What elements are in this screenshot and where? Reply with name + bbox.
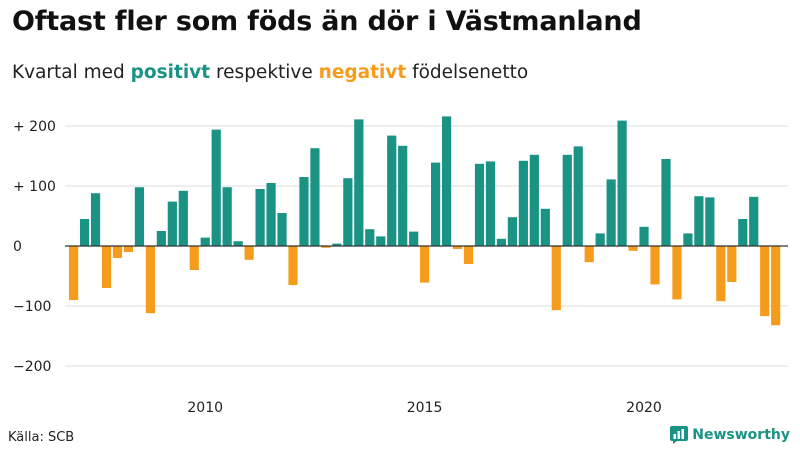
bar-negative <box>321 246 331 248</box>
bar-positive <box>749 196 759 246</box>
bar-positive <box>595 233 605 246</box>
y-tick-label: −100 <box>13 299 51 315</box>
bar-positive <box>222 187 232 246</box>
bar-negative <box>584 246 594 263</box>
page-title: Oftast fler som föds än dör i Västmanlan… <box>12 6 642 37</box>
bar-negative <box>189 246 199 270</box>
bar-positive <box>496 238 507 246</box>
bar-positive <box>134 187 145 246</box>
bar-negative <box>112 246 123 258</box>
bar-positive <box>79 219 90 246</box>
bar-positive <box>211 129 221 246</box>
bar-positive <box>474 163 485 246</box>
bar-positive <box>266 183 276 246</box>
bar-negative <box>123 246 134 252</box>
bar-positive <box>354 119 364 246</box>
bar-positive <box>343 178 353 246</box>
bar-positive <box>310 148 320 246</box>
bar-negative <box>288 246 298 285</box>
bar-negative <box>101 246 112 288</box>
bar-positive <box>705 197 715 246</box>
bar-positive <box>387 135 397 246</box>
bar-positive <box>156 231 166 246</box>
bar-positive <box>332 243 342 246</box>
bar-positive <box>376 236 386 246</box>
y-tick-label: 0 <box>13 239 22 255</box>
bar-negative <box>145 246 155 314</box>
y-tick-label: + 200 <box>13 119 56 135</box>
bar-negative <box>452 246 463 249</box>
bar-negative <box>244 246 254 260</box>
bar-positive <box>694 196 704 246</box>
x-tick-label: 2020 <box>626 400 662 416</box>
y-tick-label: + 100 <box>13 179 56 195</box>
bar-positive <box>299 177 309 246</box>
bar-positive <box>639 226 649 246</box>
subtitle-positive: positivt <box>130 62 211 83</box>
bar-positive <box>167 201 177 246</box>
bar-negative <box>672 246 682 300</box>
bar-positive <box>365 229 375 246</box>
subtitle-post: födelsenetto <box>412 62 529 83</box>
bar-negative <box>771 246 781 326</box>
bar-negative <box>650 246 660 285</box>
bar-positive <box>200 237 210 246</box>
subtitle-pre: Kvartal med <box>12 62 125 83</box>
page-subtitle: Kvartal med positivt respektive negativt… <box>12 62 528 83</box>
bar-positive <box>409 231 419 246</box>
subtitle-mid: respektive <box>215 62 313 83</box>
bar-positive <box>540 208 550 246</box>
bar-negative <box>760 246 770 317</box>
bar-positive <box>617 120 627 246</box>
y-tick-label: −200 <box>13 359 51 375</box>
bar-negative <box>69 246 79 300</box>
bar-negative <box>551 246 561 311</box>
bar-positive <box>573 146 583 246</box>
bar-negative <box>716 246 726 302</box>
bar-positive <box>661 159 671 246</box>
bar-positive <box>398 145 408 246</box>
bar-positive <box>255 189 265 246</box>
bar-positive <box>441 116 452 247</box>
x-tick-label: 2010 <box>187 400 223 416</box>
bar-positive <box>233 241 243 246</box>
brand-name: Newsworthy <box>692 427 790 443</box>
bar-positive <box>485 161 496 246</box>
bar-positive <box>518 160 528 246</box>
bar-positive <box>683 233 693 246</box>
bar-negative <box>420 246 430 283</box>
bar-negative <box>463 246 474 264</box>
subtitle-negative: negativt <box>318 62 407 83</box>
bar-positive <box>738 219 748 246</box>
bar-positive <box>90 193 101 246</box>
bar-positive <box>529 154 539 246</box>
bar-positive <box>431 162 441 246</box>
brand-logo: Newsworthy <box>670 426 790 444</box>
bar-positive <box>507 217 517 246</box>
bar-positive <box>562 154 572 246</box>
bar-positive <box>606 179 616 246</box>
bar-positive <box>277 213 287 246</box>
source-note: Källa: SCB <box>8 430 75 445</box>
newsworthy-logo-icon <box>670 426 689 444</box>
bar-negative <box>628 246 638 251</box>
bar-negative <box>727 246 737 282</box>
bar-positive <box>178 190 188 246</box>
x-tick-label: 2015 <box>407 400 443 416</box>
